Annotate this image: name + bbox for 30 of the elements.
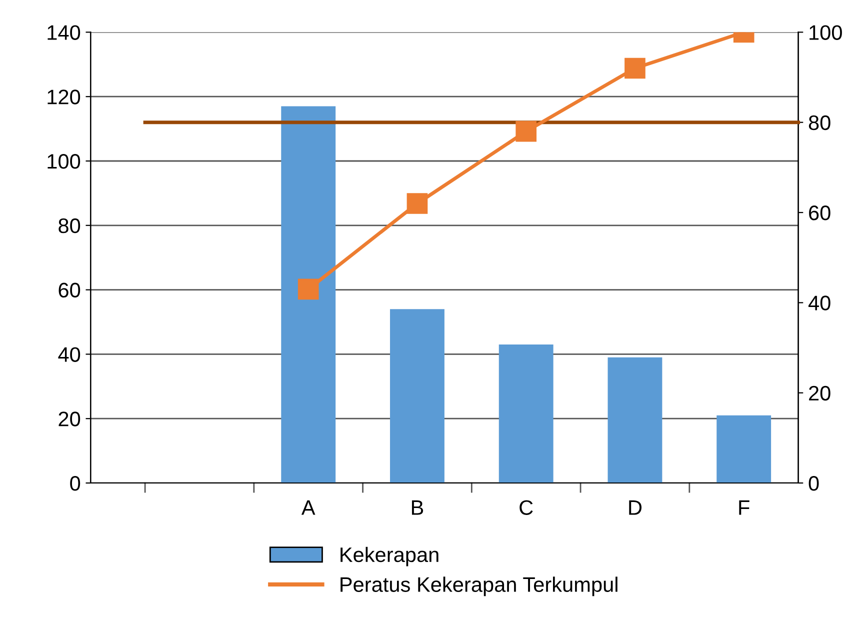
y-tick-label: 100 bbox=[48, 154, 80, 169]
bar bbox=[498, 344, 554, 483]
bar bbox=[390, 309, 444, 483]
y2-tick-label: 100 bbox=[810, 25, 842, 40]
point bbox=[516, 120, 537, 142]
y2-tick-label: 20 bbox=[809, 386, 830, 401]
bar bbox=[281, 106, 336, 483]
legend-label: Kekerapan bbox=[340, 546, 438, 566]
y2-tick-label: 0 bbox=[808, 476, 819, 491]
y-tick-label: 0 bbox=[70, 476, 80, 491]
y-tick-label: 40 bbox=[58, 347, 80, 362]
point bbox=[406, 193, 428, 214]
y2-tick-label: 40 bbox=[808, 296, 830, 310]
point bbox=[298, 278, 319, 300]
bar bbox=[608, 357, 662, 483]
x-tick-label: B bbox=[412, 500, 424, 515]
point bbox=[624, 58, 646, 79]
x-tick-label: F bbox=[739, 500, 750, 515]
x-tick-label: C bbox=[520, 500, 533, 515]
y-tick-label: 80 bbox=[58, 218, 80, 234]
y2-tick-label: 60 bbox=[809, 206, 830, 220]
y-tick-label: 60 bbox=[58, 282, 80, 298]
y-tick-label: 140 bbox=[48, 25, 80, 40]
x-tick-label: D bbox=[629, 500, 642, 515]
y2-tick-label: 80 bbox=[808, 115, 830, 130]
y-tick-label: 120 bbox=[48, 90, 80, 104]
x-tick-label: A bbox=[301, 500, 316, 515]
bar bbox=[716, 415, 772, 483]
y-tick-label: 20 bbox=[58, 412, 80, 426]
legend-label: Peratus Kekerapan Terkumpul bbox=[340, 576, 618, 596]
